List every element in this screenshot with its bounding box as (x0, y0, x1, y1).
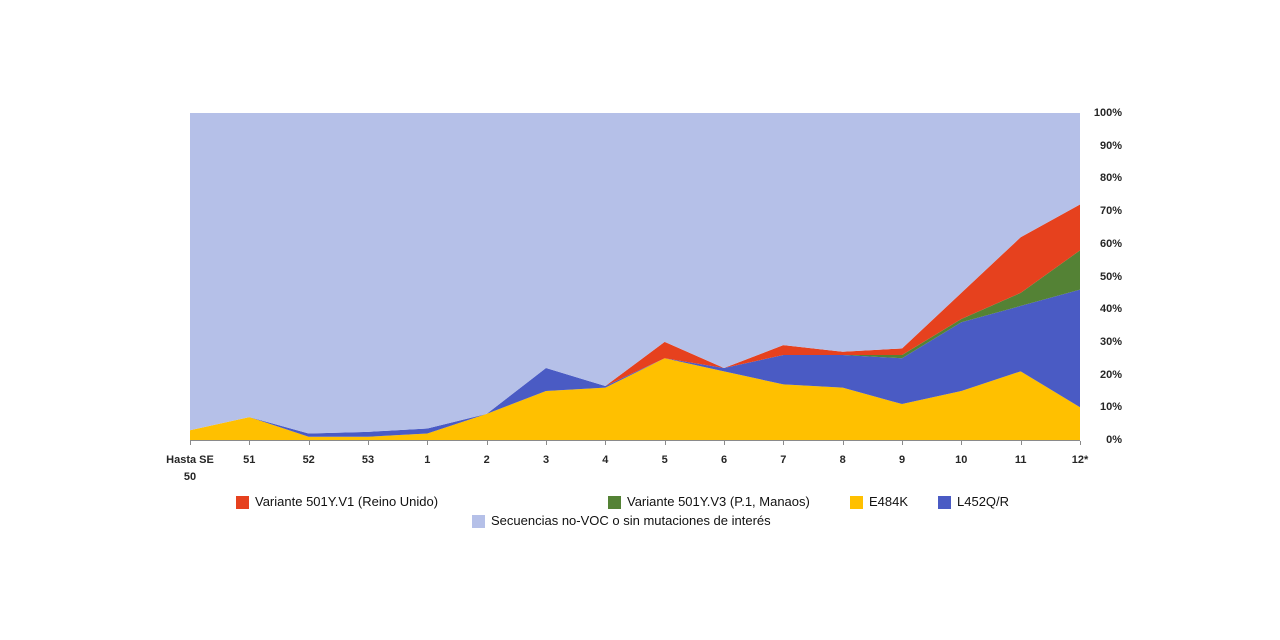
x-tick-mark (664, 441, 666, 445)
x-tick-mark (308, 441, 310, 445)
x-axis-labels: Hasta SE 50 51 52 53 1 2 3 4 5 6 7 8 9 10 11 12* (166, 452, 1088, 492)
x-tick-label: 4 (602, 454, 609, 466)
legend-item-l452qr: L452Q/R (938, 494, 1009, 510)
plot-area (190, 113, 1080, 440)
y-tick-label: 10% (1099, 401, 1122, 414)
x-tick-mark (249, 441, 251, 445)
x-tick-mark (902, 441, 903, 445)
area-series-no-voc (190, 113, 1080, 434)
x-tick-mark (190, 441, 191, 445)
y-tick-label: 80% (1099, 172, 1122, 185)
x-tick-label: 12* (1071, 454, 1089, 466)
area-series-l452qr (190, 289, 1080, 437)
y-axis-labels: 0% 10% 20% 30% 40% 50% 60% 70% 80% 90% 100% (1086, 107, 1122, 446)
y-tick-label: 100% (1093, 107, 1122, 119)
x-axis-line (190, 440, 1080, 441)
x-tick-label: 9 (898, 454, 906, 466)
legend-item-v501y-v3: Variante 501Y.V3 (P.1, Manaos) (608, 494, 810, 510)
area-series-e484k (190, 358, 1080, 440)
legend-label-no-voc: Secuencias no-VOC o sin mutaciones de in… (491, 513, 771, 528)
x-tick-label: 5 (661, 454, 668, 466)
x-tick-label: 10 (955, 454, 968, 466)
x-tick-mark (427, 441, 429, 445)
x-tick-label: 51 (243, 454, 256, 466)
x-tick-mark (842, 441, 844, 445)
legend-label-l452qr: L452Q/R (957, 494, 1010, 509)
legend-swatch-e484k (850, 495, 863, 509)
legend-label-e484k: E484K (869, 494, 909, 509)
y-tick-label: 40% (1099, 303, 1122, 316)
x-tick-mark (783, 441, 785, 445)
x-tick-label: 52 (302, 454, 315, 466)
x-tick-mark (724, 441, 725, 445)
x-tick-mark (1080, 441, 1081, 445)
y-tick-label: 30% (1099, 335, 1122, 348)
x-tick-mark (961, 441, 963, 445)
x-tick-mark (605, 441, 607, 445)
legend-item-v501y-v1: Variante 501Y.V1 (Reino Unido) (236, 494, 438, 510)
x-tick-label: 3 (542, 454, 550, 466)
x-tick-label: 11 (1014, 454, 1027, 466)
legend-swatch-v501y-v1 (236, 495, 249, 509)
x-tick-label: 1 (424, 454, 431, 466)
x-tick-label: Hasta SE 50 (166, 454, 214, 483)
stacked-area-chart (190, 113, 1080, 440)
x-tick-label: 2 (483, 454, 490, 466)
x-tick-label: 53 (361, 454, 375, 466)
x-tick-mark (368, 441, 369, 445)
y-tick-label: 50% (1099, 270, 1122, 283)
y-tick-label: 70% (1099, 205, 1122, 218)
legend-swatch-v501y-v3 (608, 495, 621, 509)
x-tick-mark (1020, 441, 1022, 445)
y-tick-label: 20% (1099, 368, 1122, 381)
x-tick-mark (486, 441, 488, 445)
x-tick-mark (546, 441, 547, 445)
y-tick-label: 0% (1106, 434, 1122, 446)
x-tick-label: 6 (720, 454, 728, 466)
y-tick-label: 90% (1099, 139, 1122, 152)
legend-label-v501y-v1: Variante 501Y.V1 (Reino Unido) (255, 494, 439, 509)
legend-swatch-no-voc (472, 514, 485, 528)
legend-item-e484k: E484K (850, 494, 908, 510)
x-axis-ticks (190, 441, 1081, 446)
y-tick-label: 60% (1099, 237, 1122, 250)
legend-item-no-voc: Secuencias no-VOC o sin mutaciones de in… (472, 513, 771, 529)
x-tick-label: 8 (839, 454, 846, 466)
x-tick-label: 7 (780, 454, 787, 466)
legend-swatch-l452qr (938, 495, 951, 509)
legend-label-v501y-v3: Variante 501Y.V3 (P.1, Manaos) (627, 494, 810, 509)
